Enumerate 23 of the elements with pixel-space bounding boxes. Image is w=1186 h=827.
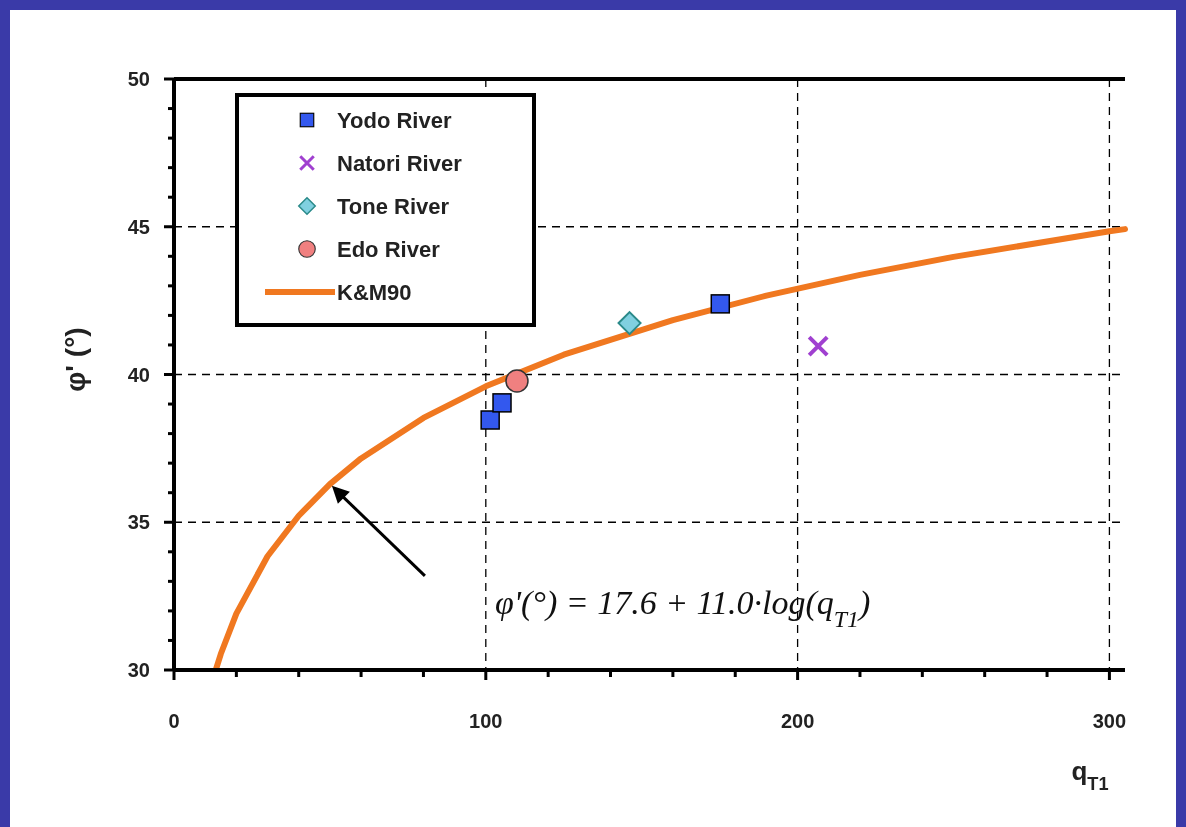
annotation: φ'(°) = 17.6 + 11.0·log(q$_{T1}$)	[494, 583, 871, 632]
x-tick-label: 300	[1092, 710, 1127, 732]
legend-label: Yodo River	[337, 108, 452, 133]
y-tick-label: 35	[127, 511, 150, 534]
legend-label: K&M90	[337, 280, 412, 305]
y-axis-title: φ' (°)	[60, 327, 91, 392]
x-tick-label: 0	[168, 710, 180, 732]
legend-label: Edo River	[337, 237, 441, 262]
legend-label: Tone River	[337, 194, 450, 219]
y-tick-label: 45	[127, 215, 150, 238]
y-tick-label: 40	[127, 363, 150, 386]
x-tick-label: 200	[780, 710, 815, 732]
y-tick-label: 30	[127, 659, 150, 681]
y-tick-label: 50	[127, 68, 150, 90]
x-axis-title: q$_{T1}$	[1071, 756, 1109, 794]
x-tick-label: 100	[469, 710, 503, 732]
point	[617, 311, 642, 336]
point	[710, 294, 731, 314]
point	[807, 335, 830, 358]
point	[480, 410, 500, 430]
legend-label: Natori River	[337, 151, 463, 176]
point	[505, 369, 529, 393]
point	[492, 393, 512, 413]
